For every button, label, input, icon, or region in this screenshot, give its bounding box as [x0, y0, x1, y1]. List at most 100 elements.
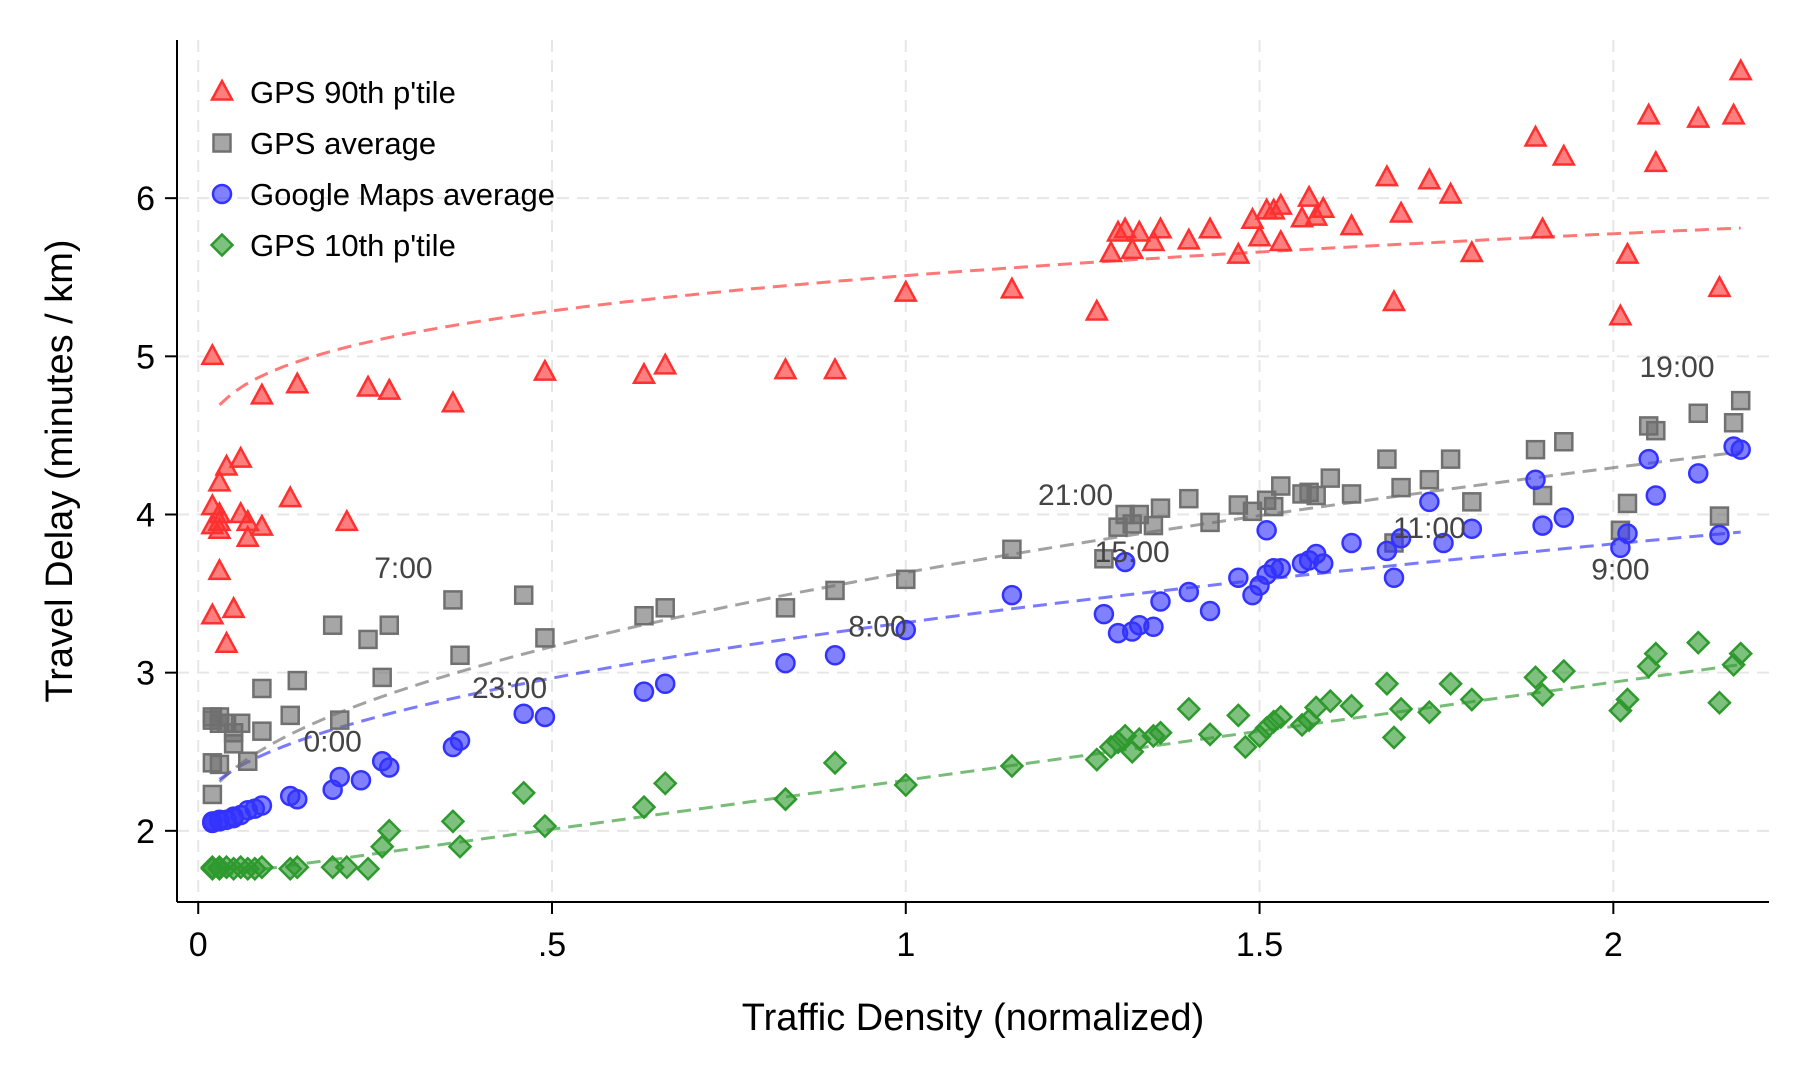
point-gps-average: [1554, 431, 1574, 452]
point-gps-90th-p-tile: [334, 508, 359, 532]
point-gps-90th-p-tile: [214, 630, 239, 653]
point-gps-10th-p-tile: [249, 854, 275, 880]
point-google-maps-average: [1730, 439, 1751, 460]
point-google-maps-average: [379, 757, 400, 778]
point-gps-90th-p-tile: [631, 361, 657, 385]
point-google-maps-average: [251, 795, 273, 816]
point-gps-10th-p-tile: [1374, 671, 1400, 696]
point-google-maps-average: [287, 788, 308, 810]
point-google-maps-average: [1553, 507, 1575, 528]
point-gps-10th-p-tile: [1685, 630, 1711, 655]
point-google-maps-average: [1270, 558, 1292, 579]
point-google-maps-average: [449, 730, 471, 751]
point-google-maps-average: [1376, 540, 1398, 562]
point-gps-90th-p-tile: [1098, 239, 1124, 263]
point-gps-90th-p-tile: [200, 342, 225, 366]
point-gps-90th-p-tile: [1084, 298, 1109, 321]
point-gps-average: [1341, 484, 1362, 504]
point-gps-90th-p-tile: [1141, 228, 1166, 252]
point-google-maps-average: [1114, 551, 1136, 573]
point-gps-10th-p-tile: [1643, 641, 1669, 666]
point-gps-average: [379, 615, 400, 635]
point-gps-10th-p-tile: [1233, 734, 1258, 760]
point-gps-90th-p-tile: [249, 513, 275, 536]
point-gps-90th-p-tile: [1113, 216, 1138, 239]
hour-label: 23:00: [472, 672, 547, 705]
point-gps-90th-p-tile: [207, 516, 232, 540]
point-gps-90th-p-tile: [235, 524, 260, 547]
point-gps-90th-p-tile: [1226, 241, 1251, 264]
legend-marker: [212, 133, 232, 153]
point-gps-average: [896, 569, 916, 590]
axes: [176, 40, 1769, 903]
y-tick-label: 5: [136, 338, 155, 376]
point-gps-average: [1462, 492, 1482, 512]
point-google-maps-average: [1001, 584, 1023, 606]
point-gps-90th-p-tile: [1127, 219, 1152, 242]
y-tick-label: 6: [136, 180, 155, 218]
tick-labels: 0 .5 1 1.5 2 2 3 4 5 6: [136, 180, 1623, 964]
point-google-maps-average: [513, 703, 534, 725]
point-gps-average: [1440, 449, 1461, 469]
legend-marker: [209, 232, 235, 258]
point-gps-average: [443, 590, 463, 610]
point-gps-average: [1094, 549, 1114, 569]
point-gps-90th-p-tile: [278, 485, 303, 508]
point-gps-average: [329, 710, 350, 730]
point-google-maps-average: [895, 619, 917, 641]
point-gps-90th-p-tile: [1459, 239, 1484, 263]
y-axis-title: Travel Delay (minutes / km): [39, 239, 81, 702]
point-gps-10th-p-tile: [1615, 687, 1640, 712]
hour-label: 8:00: [848, 610, 906, 643]
point-gps-average: [1320, 468, 1341, 488]
point-gps-10th-p-tile: [773, 786, 798, 812]
point-google-maps-average: [1228, 567, 1249, 589]
point-gps-average: [535, 628, 555, 648]
point-gps-90th-p-tile: [1120, 236, 1145, 260]
point-gps-10th-p-tile: [447, 834, 473, 859]
point-gps-10th-p-tile: [822, 750, 848, 776]
point-gps-10th-p-tile: [999, 753, 1025, 779]
point-gps-10th-p-tile: [1530, 682, 1555, 708]
grid: [177, 40, 1769, 902]
point-google-maps-average: [1341, 532, 1362, 554]
hour-label: 11:00: [1393, 512, 1466, 545]
point-gps-10th-p-tile: [355, 856, 381, 882]
point-gps-90th-p-tile: [207, 469, 232, 492]
point-google-maps-average: [1256, 520, 1277, 541]
point-gps-average: [1306, 485, 1326, 506]
point-google-maps-average: [1383, 567, 1405, 589]
point-gps-90th-p-tile: [822, 356, 848, 380]
point-gps-average: [1391, 477, 1411, 498]
point-gps-90th-p-tile: [228, 445, 253, 468]
y-tick-label: 3: [136, 655, 155, 693]
point-gps-90th-p-tile: [1707, 274, 1732, 298]
point-google-maps-average: [1312, 553, 1334, 574]
point-gps-10th-p-tile: [376, 818, 402, 844]
data-points: [200, 58, 1753, 882]
point-gps-10th-p-tile: [369, 834, 395, 859]
trend-line: [219, 663, 1741, 877]
point-google-maps-average: [1638, 448, 1659, 470]
point-gps-average: [1129, 504, 1150, 525]
point-google-maps-average: [654, 673, 676, 694]
point-gps-average: [202, 784, 223, 805]
point-gps-average: [238, 751, 258, 771]
point-gps-average: [1617, 493, 1638, 514]
legend: GPS 90th p'tile GPS average Google Maps av…: [209, 75, 555, 263]
point-gps-average: [634, 605, 654, 626]
point-gps-90th-p-tile: [1636, 102, 1661, 125]
hour-label: 15:00: [1095, 536, 1170, 569]
point-gps-90th-p-tile: [377, 377, 402, 400]
point-gps-average: [358, 629, 378, 650]
point-google-maps-average: [1645, 485, 1667, 506]
point-google-maps-average: [350, 769, 372, 791]
legend-label: Google Maps average: [250, 177, 555, 212]
trend-line: [218, 530, 1741, 781]
point-gps-90th-p-tile: [893, 279, 918, 302]
point-gps-90th-p-tile: [1311, 195, 1336, 218]
hour-label: 7:00: [374, 552, 432, 585]
point-gps-average: [1179, 488, 1199, 509]
point-gps-average: [230, 713, 251, 734]
